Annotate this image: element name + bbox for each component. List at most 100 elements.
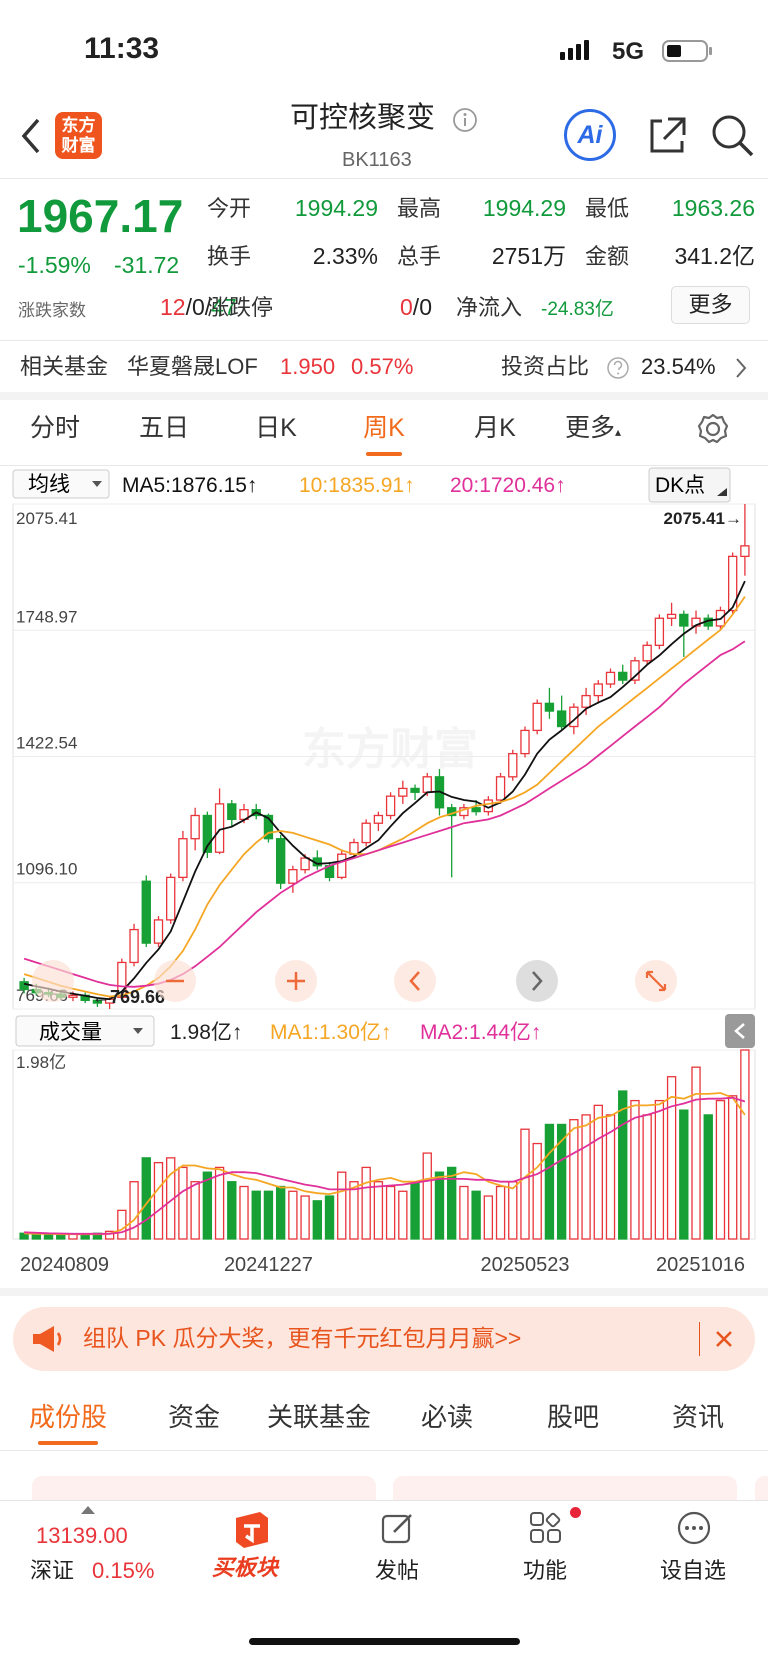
- candle-body: [153, 919, 164, 944]
- volume-bar: [569, 1119, 579, 1240]
- x-tick-label: 20250523: [480, 1254, 569, 1276]
- candle-body: [410, 787, 420, 793]
- period-tab[interactable]: 分时: [29, 414, 81, 442]
- stat-value: 1994.29: [294, 195, 378, 221]
- period-tab[interactable]: 五日: [138, 414, 190, 442]
- dropdown-caret: [92, 481, 102, 487]
- volume-bar: [324, 1195, 335, 1240]
- help-icon[interactable]: [606, 356, 630, 380]
- promo-banner[interactable]: [13, 1307, 755, 1371]
- divider: [0, 1450, 768, 1451]
- content-tab[interactable]: 关联基金: [266, 1402, 372, 1432]
- banner-close[interactable]: [714, 1329, 734, 1349]
- candle-body: [422, 776, 432, 793]
- stat-label: 总手: [397, 244, 442, 269]
- period-tab[interactable]: 周K: [363, 414, 405, 442]
- volume-bar: [251, 1190, 261, 1240]
- limit-up: 0: [400, 294, 413, 320]
- fund-pct: 0.57%: [351, 354, 414, 379]
- breadth: 12/0/47: [160, 294, 237, 320]
- volume-dropdown[interactable]: [15, 1015, 155, 1047]
- volume-bar: [483, 1195, 494, 1240]
- volume-bar: [434, 1171, 445, 1240]
- stat-value: 1963.26: [671, 195, 755, 221]
- back-button[interactable]: [18, 116, 44, 156]
- nav-function[interactable]: 功能: [523, 1558, 568, 1583]
- banner-text[interactable]: 组队 PK 瓜分大奖，更有千元红包月月赢>>: [83, 1325, 522, 1351]
- info-icon[interactable]: [452, 107, 478, 133]
- candle-body: [300, 857, 310, 871]
- period-tab[interactable]: 更多▴: [564, 414, 622, 442]
- down-count: 47: [211, 294, 237, 320]
- volume-current: 1.98亿↑: [170, 1021, 242, 1044]
- candle-body: [398, 787, 408, 797]
- chart-controls: [32, 960, 677, 1002]
- period-tab[interactable]: 月K: [474, 414, 516, 442]
- watchlist-icon: [677, 1511, 711, 1545]
- content-tab[interactable]: 成份股: [28, 1402, 108, 1432]
- fund-arrow[interactable]: [734, 356, 748, 380]
- control-button[interactable]: [32, 960, 74, 1002]
- candle-body: [605, 671, 616, 685]
- page-title: 可控核聚变: [290, 102, 436, 134]
- volume-bar: [117, 1209, 127, 1240]
- search-button[interactable]: [710, 113, 756, 159]
- candle-body: [361, 822, 371, 844]
- max-annotation: 2075.41→: [664, 509, 742, 528]
- home-indicator: [249, 1638, 520, 1645]
- ai-button[interactable]: Ai: [564, 109, 616, 161]
- dk-button[interactable]: [648, 467, 731, 503]
- logo[interactable]: 东方 财富: [55, 112, 102, 159]
- candle-body: [337, 853, 347, 879]
- content-tab[interactable]: 股吧: [546, 1402, 600, 1432]
- volume-bar: [581, 1114, 591, 1240]
- candle-body: [471, 807, 481, 813]
- up-count: 12: [160, 294, 186, 320]
- section-gap: [0, 1288, 768, 1296]
- index-name: 深证: [30, 1558, 75, 1583]
- candle-body: [581, 694, 591, 708]
- ratio-label: 投资占比: [501, 354, 590, 379]
- next-button[interactable]: [516, 960, 558, 1002]
- content-tab[interactable]: 资讯: [671, 1402, 725, 1432]
- volume-bar: [312, 1200, 322, 1240]
- volume-bar: [361, 1166, 371, 1240]
- volume-bar: [679, 1109, 689, 1240]
- candle-body: [508, 752, 518, 778]
- nav-post[interactable]: 发帖: [375, 1558, 420, 1583]
- nav-buy-sector[interactable]: 买板块: [212, 1555, 279, 1580]
- stat-label: 金额: [585, 244, 630, 269]
- kline-chart: 均线 DK点 东方财富 成交量 1.98亿↑ 2075.41 1748.97 142…: [12, 467, 756, 1276]
- status-time: 11:33: [84, 32, 160, 65]
- share-button[interactable]: [646, 113, 690, 157]
- inflow: -24.83亿: [541, 299, 614, 320]
- change: -31.72: [114, 252, 180, 278]
- megaphone-icon: [33, 1326, 62, 1352]
- content-tab[interactable]: 资金: [167, 1402, 221, 1432]
- prev-button[interactable]: [394, 960, 436, 1002]
- legend-entry: MA5:1876.15↑: [122, 474, 257, 497]
- index-caret: [81, 1506, 95, 1514]
- index-value[interactable]: 13139.00: [36, 1523, 128, 1548]
- more-button[interactable]: 更多: [671, 286, 750, 324]
- indicator-dropdown[interactable]: [12, 469, 110, 499]
- volume-bar: [618, 1090, 628, 1240]
- collapse-tab[interactable]: [725, 1014, 755, 1048]
- index-pct: 0.15%: [92, 1558, 155, 1583]
- volume-ma-line: [24, 1096, 746, 1235]
- y-tick-label: 1096.10: [16, 860, 77, 879]
- candle-body: [532, 702, 542, 732]
- volume-bar: [56, 1234, 66, 1240]
- volume-bar: [129, 1181, 139, 1240]
- period-tab[interactable]: 日K: [255, 414, 297, 442]
- settings-button[interactable]: [696, 412, 730, 446]
- volume-bar: [410, 1181, 420, 1240]
- content-tab[interactable]: 必读: [420, 1402, 474, 1432]
- breadth-label: 涨跌家数: [18, 301, 86, 320]
- status-icons: [560, 40, 712, 62]
- nav-watchlist[interactable]: 设自选: [660, 1558, 727, 1583]
- volume-bar: [691, 1066, 701, 1240]
- volume-bar: [398, 1190, 408, 1240]
- dk-label: DK点: [655, 474, 705, 497]
